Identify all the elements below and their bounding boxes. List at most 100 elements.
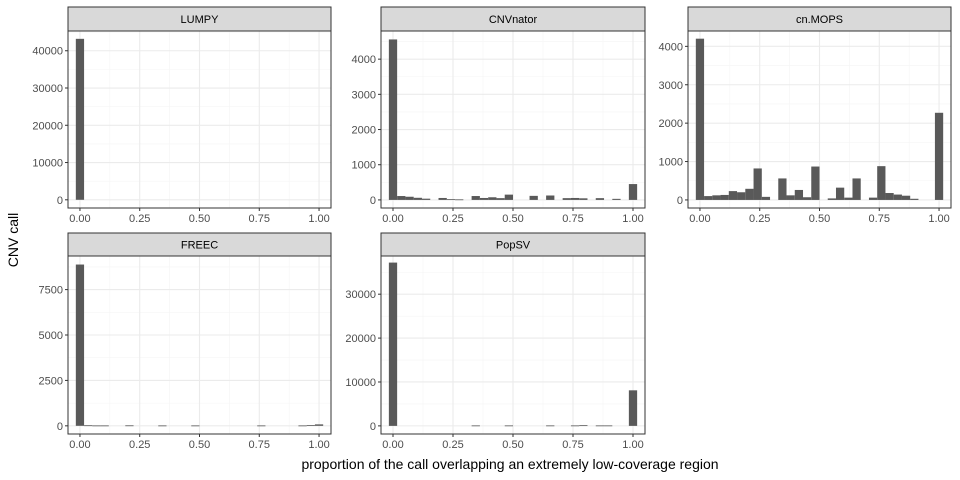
histogram-bar <box>712 195 721 200</box>
histogram-bar <box>75 38 85 200</box>
facet-title: LUMPY <box>181 14 220 26</box>
x-tick-label: 0.25 <box>442 213 463 225</box>
histogram-bar <box>753 168 762 200</box>
histogram-bar <box>388 39 398 200</box>
facet-title: PopSV <box>496 240 531 252</box>
histogram-bar <box>562 198 571 200</box>
histogram-bar <box>446 199 456 201</box>
x-tick-label: 0.75 <box>562 213 583 225</box>
histogram-bar <box>92 425 101 427</box>
x-tick-label: 0.50 <box>189 439 210 451</box>
y-tick-label: 0 <box>57 421 63 433</box>
histogram-bar <box>298 425 307 427</box>
facet-panel-lumpy: LUMPY 0.00 0.25 0.50 0.75 1.00 0 10000 20000 3000… <box>32 6 332 225</box>
y-tick-label: 20000 <box>345 333 376 345</box>
y-tick-label: 7500 <box>39 285 63 297</box>
x-tick-label: 0.50 <box>502 213 523 225</box>
y-tick-label: 3000 <box>352 89 376 101</box>
histogram-bar <box>100 425 109 427</box>
histogram-bar <box>934 112 944 200</box>
histogram-bar <box>745 188 754 200</box>
histogram-bar <box>570 197 580 200</box>
facet-panel-freec: FREEC 0.00 0.25 0.50 0.75 1.00 0 2500 5000 7500 <box>39 232 332 451</box>
histogram-bar <box>405 196 414 200</box>
histogram-bar <box>257 425 266 427</box>
histogram-bar <box>893 194 902 200</box>
x-tick-label: 0.00 <box>382 213 403 225</box>
histogram-bar <box>786 195 795 200</box>
histogram-bar <box>737 192 746 200</box>
histogram-bar <box>504 194 514 200</box>
histogram-bar <box>413 197 422 200</box>
histogram-bar <box>529 195 538 200</box>
x-tick-label: 0.75 <box>249 439 270 451</box>
histogram-bar <box>852 178 861 200</box>
x-tick-label: 0.75 <box>249 213 270 225</box>
histogram-bar <box>704 196 713 200</box>
y-tick-label: 5000 <box>39 330 63 342</box>
histogram-bar <box>306 425 315 426</box>
x-tick-label: 0.00 <box>382 439 403 451</box>
histogram-bar <box>728 191 738 200</box>
x-tick-label: 0.50 <box>189 213 210 225</box>
histogram-bar <box>84 425 93 427</box>
histogram-bar <box>877 166 886 200</box>
y-tick-label: 3000 <box>659 80 683 92</box>
histogram-bar <box>595 425 605 427</box>
x-tick-label: 0.75 <box>562 439 583 451</box>
facet-panel-popsv: PopSV 0.00 0.25 0.50 0.75 1.00 0 10000 20000 3000… <box>345 232 646 451</box>
histogram-bar <box>504 425 514 427</box>
x-tick-label: 1.00 <box>622 439 643 451</box>
y-tick-label: 0 <box>370 421 376 433</box>
y-tick-label: 30000 <box>345 289 376 301</box>
histogram-bar <box>901 195 911 200</box>
y-tick-label: 0 <box>370 195 376 207</box>
x-tick-label: 0.25 <box>442 439 463 451</box>
histogram-bar <box>628 390 638 426</box>
histogram-bar <box>438 197 447 200</box>
y-tick-label: 2500 <box>39 375 63 387</box>
y-tick-label: 30000 <box>32 83 63 95</box>
histogram-bar <box>388 262 398 426</box>
histogram-bar <box>778 178 787 200</box>
x-tick-label: 1.00 <box>622 213 643 225</box>
histogram-bar <box>479 197 489 200</box>
histogram-bar <box>397 196 406 200</box>
histogram-bar <box>471 196 480 200</box>
histogram-bar <box>885 193 894 200</box>
x-tick-label: 0.50 <box>502 439 523 451</box>
histogram-bar <box>421 198 431 200</box>
y-axis-label: CNV call <box>5 213 21 267</box>
x-axis-label: proportion of the call overlapping an ex… <box>301 456 718 472</box>
histogram-bar <box>844 197 853 200</box>
y-tick-label: 4000 <box>352 54 376 66</box>
x-tick-label: 0.00 <box>69 439 90 451</box>
histogram-bar <box>695 38 705 200</box>
histogram-bar <box>803 197 812 200</box>
histogram-bar <box>579 198 588 200</box>
x-tick-label: 1.00 <box>308 439 329 451</box>
histogram-bar <box>794 189 804 200</box>
x-tick-label: 0.25 <box>129 213 150 225</box>
y-tick-label: 10000 <box>345 377 376 389</box>
facet-title: cn.MOPS <box>796 14 843 26</box>
histogram-bar <box>570 425 580 427</box>
histogram-bar <box>868 197 878 200</box>
facet-panel-cn-mops: cn.MOPS 0.00 0.25 0.50 0.75 1.00 0 1000 2000 3000… <box>659 6 952 225</box>
histogram-bar <box>579 425 588 427</box>
x-tick-label: 0.00 <box>689 213 710 225</box>
facet-title: FREEC <box>181 240 218 252</box>
histogram-bar <box>628 184 638 200</box>
y-tick-label: 2000 <box>659 118 683 130</box>
histogram-bar <box>612 198 621 200</box>
facet-strip <box>67 232 332 257</box>
histogram-bar <box>811 166 820 200</box>
facet-title: CNVnator <box>489 14 538 26</box>
facet-strip <box>380 6 646 32</box>
histogram-bar <box>720 194 729 200</box>
histogram-bar <box>827 198 836 200</box>
y-tick-label: 1000 <box>659 157 683 169</box>
x-tick-label: 0.25 <box>749 213 770 225</box>
